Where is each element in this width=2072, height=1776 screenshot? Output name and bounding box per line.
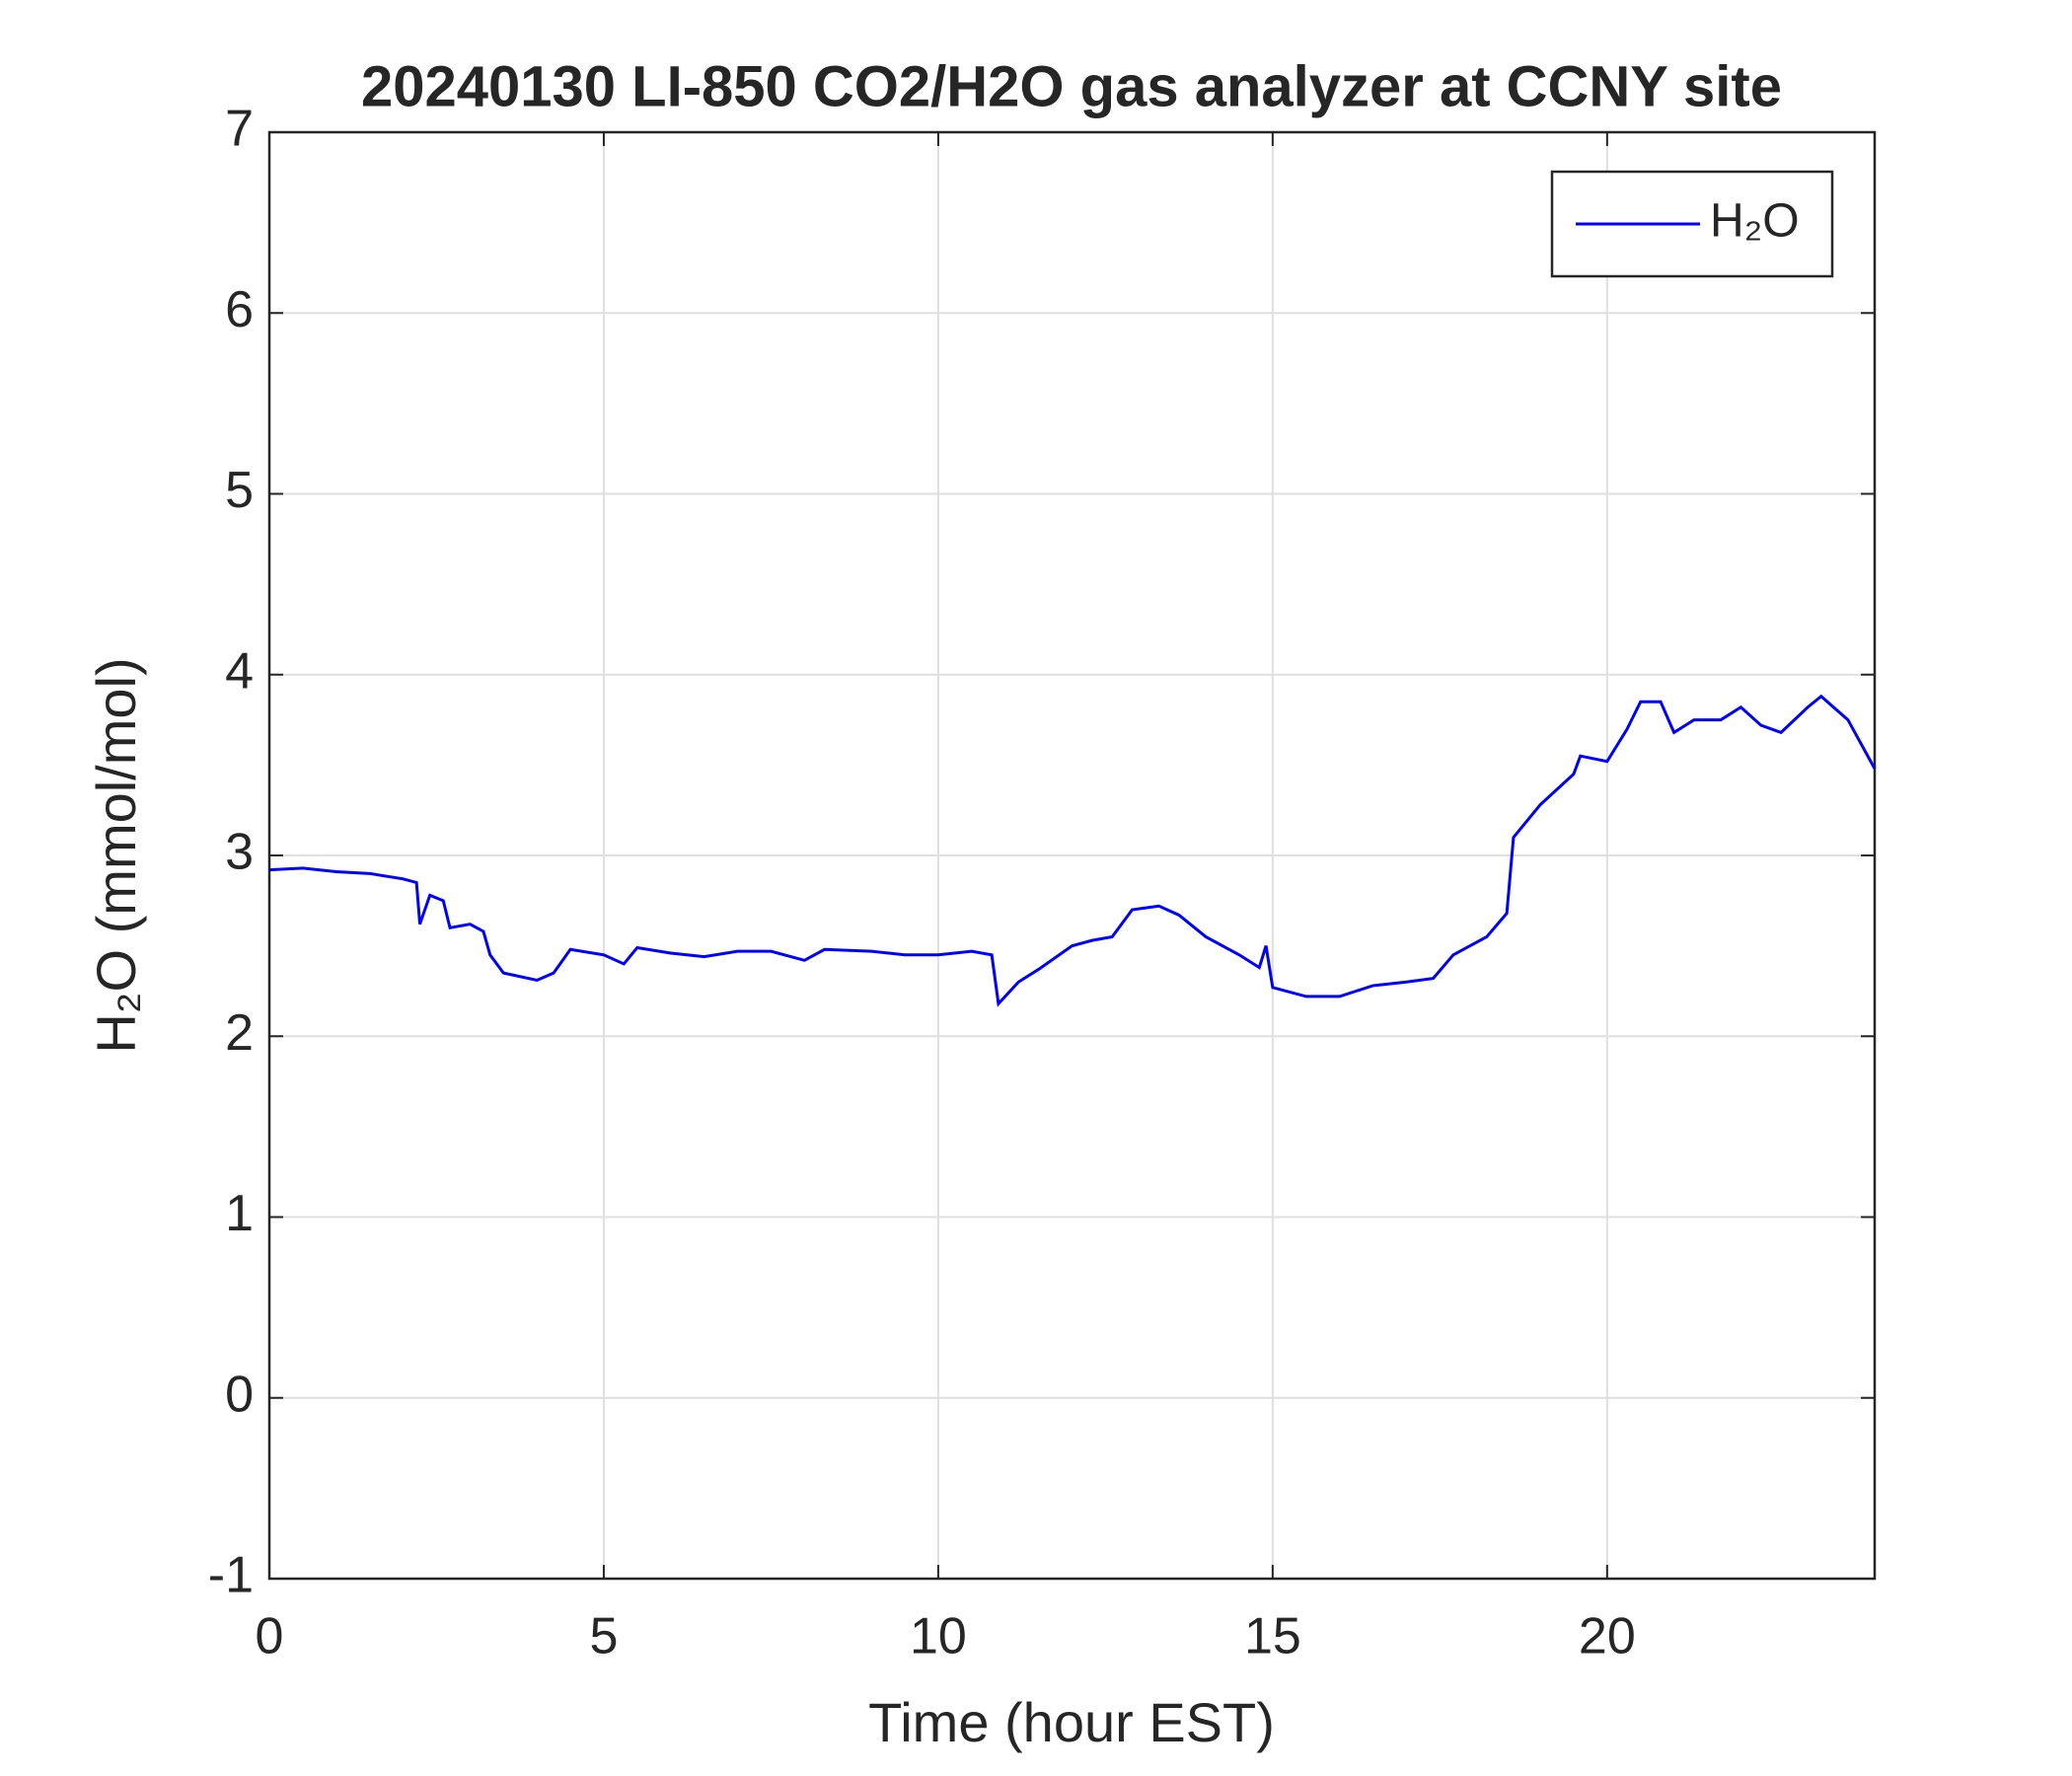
data-line — [268, 694, 1877, 1007]
chart-title: 20240130 LI-850 CO2/H2O gas analyzer at … — [361, 54, 1782, 118]
x-axis-label: Time (hour EST) — [868, 1691, 1275, 1753]
y-tick-label: -1 — [208, 1547, 254, 1604]
y-tick-label: 5 — [225, 462, 254, 519]
axes-box — [267, 130, 1877, 1581]
x-tick-label: 0 — [256, 1608, 284, 1665]
legend-label: H₂O — [1710, 195, 1800, 248]
y-tick-label: 4 — [225, 642, 254, 700]
x-tick-label: 15 — [1244, 1608, 1301, 1665]
x-tick-label: 20 — [1579, 1608, 1636, 1665]
y-tick-label: 6 — [225, 281, 254, 338]
y-tick-label: 0 — [225, 1366, 254, 1423]
y-axis-label: H₂O (mmol/mol) — [85, 657, 147, 1053]
y-tick-label: 7 — [225, 101, 254, 158]
y-tick-label: 1 — [225, 1185, 254, 1242]
y-tick-label: 2 — [225, 1004, 254, 1062]
x-tick-label: 5 — [589, 1608, 618, 1665]
y-tick-label: 3 — [225, 824, 254, 881]
x-tick-label: 10 — [910, 1608, 967, 1665]
